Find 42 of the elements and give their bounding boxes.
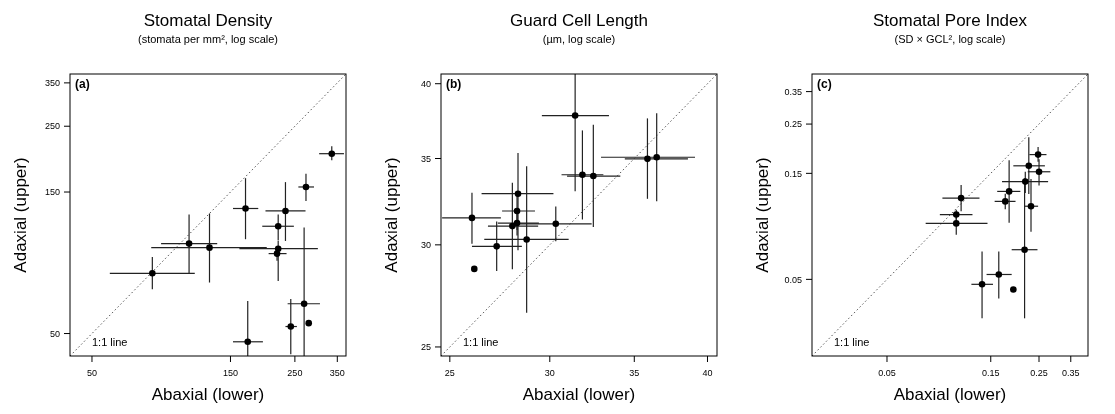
y-axis-title: Adaxial (upper) [753,157,772,273]
y-tick-label: 40 [420,78,431,89]
y-axis-title: Adaxial (upper) [382,157,401,273]
x-tick-label: 350 [329,368,345,378]
chart-subtitle: (µm, log scale) [542,33,616,45]
y-tick-label: 0.05 [784,274,802,285]
annotation: 1:1 line [834,336,870,348]
x-tick-label: 0.15 [981,368,1000,378]
chart-title: Stomatal Density [143,11,273,30]
y-tick-label: 35 [420,153,431,164]
y-tick-label: 350 [44,78,60,89]
x-tick-label: 0.25 [1030,368,1048,378]
x-tick-label: 250 [287,368,303,378]
x-axis-title: Abaxial (lower) [522,385,636,404]
x-tick-label: 50 [86,368,97,378]
y-tick-label: 50 [49,328,60,339]
x-axis-title: Abaxial (lower) [893,385,1007,404]
y-tick-label: 0.25 [784,119,802,130]
x-tick-label: 0.35 [1062,368,1080,378]
y-tick-label: 0.15 [784,168,802,179]
x-tick-label: 40 [702,368,713,378]
y-axis-title: Adaxial (upper) [11,157,30,273]
chart-title: Guard Cell Length [510,11,648,30]
x-axis-title: Abaxial (lower) [151,385,265,404]
x-tick-label: 150 [222,368,238,378]
y-tick-label: 25 [420,342,431,353]
y-tick-label: 150 [44,187,60,198]
annotation: (b) [446,77,462,91]
chart-title: Stomatal Pore Index [872,11,1028,30]
x-tick-label: 25 [444,368,455,378]
x-tick-label: 35 [629,368,640,378]
y-tick-label: 30 [420,240,431,250]
chart-subtitle: (stomata per mm², log scale) [138,33,278,45]
annotation: 1:1 line [463,336,499,348]
x-tick-label: 30 [544,368,555,378]
y-tick-label: 250 [44,121,60,132]
annotation: 1:1 line [92,336,128,348]
annotation: (a) [75,77,90,91]
y-tick-label: 0.35 [784,86,802,97]
chart-subtitle: (SD × GCL², log scale) [894,33,1006,45]
annotation: (c) [817,77,832,91]
x-tick-label: 0.05 [878,368,896,378]
